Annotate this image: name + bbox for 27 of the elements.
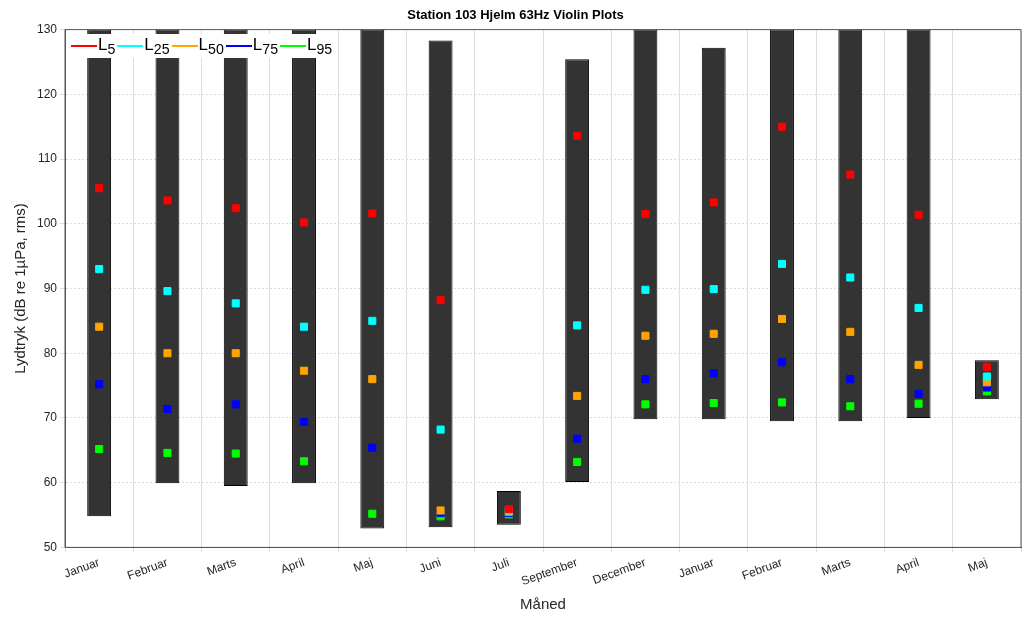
y-tick-label: 130 (36, 21, 58, 36)
x-tick-label: Marts (204, 554, 238, 579)
y-tick-label: 50 (43, 539, 58, 554)
legend-label: L$_{25}$ (144, 34, 170, 57)
y-tick-label: 60 (43, 474, 58, 489)
y-tick-label: 100 (36, 216, 58, 231)
y-tick-label: 90 (43, 280, 58, 295)
x-tick-label: Januar (62, 554, 102, 581)
x-tick-label: April (278, 554, 307, 577)
x-tick-label: Juni (417, 554, 443, 576)
y-tick-label: 70 (43, 410, 58, 425)
legend-label: L$_{5}$ (98, 34, 116, 57)
y-tick-label: 120 (36, 86, 58, 101)
y-tick-label: 110 (37, 151, 58, 166)
x-tick-label: Maj (351, 554, 375, 575)
x-tick-label: Januar (676, 554, 716, 581)
legend-label: L$_{50}$ (198, 34, 224, 57)
x-tick-label: Marts (819, 554, 853, 579)
chart-title: Station 103 Hjelm 63Hz Violin Plots (407, 7, 624, 23)
x-axis-title: Måned (520, 595, 566, 613)
y-tick-label: 80 (43, 345, 58, 360)
x-tick-label: April (893, 554, 921, 577)
legend-label: L$_{95}$ (307, 34, 333, 57)
legend-label: L$_{75}$ (252, 34, 279, 57)
x-tick-label: Maj (966, 554, 990, 575)
x-tick-label: Juli (489, 554, 512, 575)
y-axis-title: Lydtryk (dB re 1µPa, rms) (11, 203, 29, 374)
